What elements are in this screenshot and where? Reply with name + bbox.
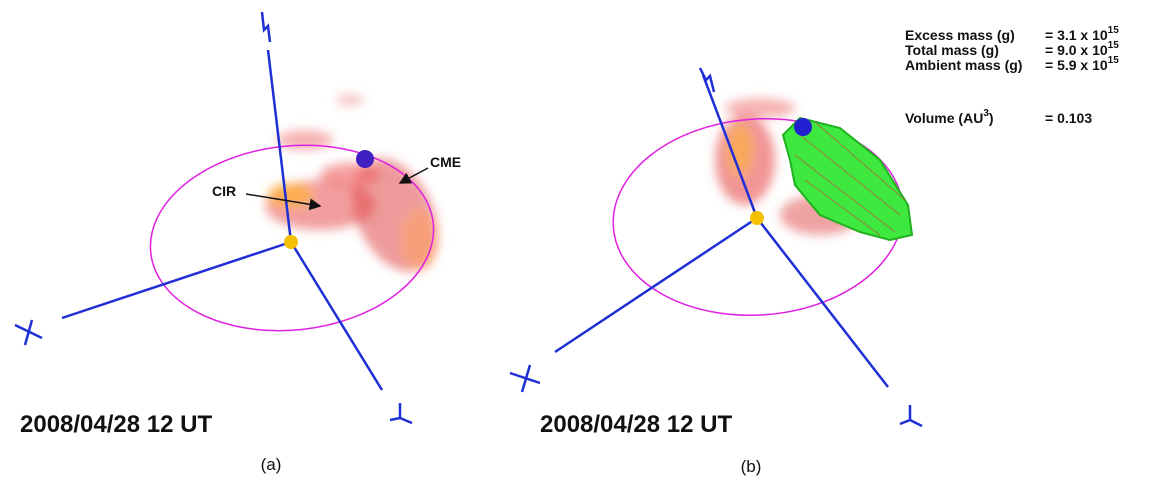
row-value: = 0.103	[1045, 110, 1092, 126]
value: = 5.9 x 10	[1045, 57, 1108, 73]
figure: CIR CME 2008/04/28 12 UT (a) 2008/04/28 …	[0, 0, 1166, 479]
row-label: Ambient mass (g)	[905, 57, 1022, 73]
annotation: CME	[430, 154, 461, 170]
y-axis	[291, 242, 382, 390]
panel-a: CIR CME 2008/04/28 12 UT (a)	[15, 12, 461, 474]
x-axis	[62, 242, 291, 318]
label-end: )	[989, 110, 994, 126]
z-mark	[262, 12, 270, 42]
x-mark	[510, 365, 540, 392]
label: Volume (AU	[905, 110, 983, 126]
timestamp: 2008/04/28 12 UT	[540, 411, 732, 438]
mass-table: Excess mass (g) = 3.1 x 1015 Total mass …	[905, 25, 1119, 126]
panel-label: (b)	[741, 457, 762, 476]
x-mark	[15, 320, 42, 345]
timestamp: 2008/04/28 12 UT	[20, 411, 212, 438]
sun	[750, 211, 764, 225]
y-mark	[900, 405, 922, 426]
y-axis	[757, 218, 888, 387]
exponent: 15	[1108, 25, 1120, 36]
exponent: 15	[1108, 55, 1120, 66]
spacecraft	[794, 118, 812, 136]
panel-b: 2008/04/28 12 UT (b)	[510, 68, 922, 476]
row-label: Volume (AU3)	[905, 108, 994, 126]
spacecraft	[356, 150, 374, 168]
row-label: Excess mass (g)	[905, 27, 1015, 43]
sun	[284, 235, 298, 249]
exponent: 15	[1108, 40, 1120, 51]
value: = 9.0 x 10	[1045, 42, 1108, 58]
annotation: CIR	[212, 183, 236, 199]
panel-label: (a)	[261, 455, 282, 474]
row-label: Total mass (g)	[905, 42, 999, 58]
row-value: = 5.9 x 1015	[1045, 55, 1119, 73]
y-mark	[390, 403, 412, 423]
density-cloud	[265, 95, 455, 285]
x-axis	[555, 218, 757, 352]
value: = 3.1 x 10	[1045, 27, 1108, 43]
